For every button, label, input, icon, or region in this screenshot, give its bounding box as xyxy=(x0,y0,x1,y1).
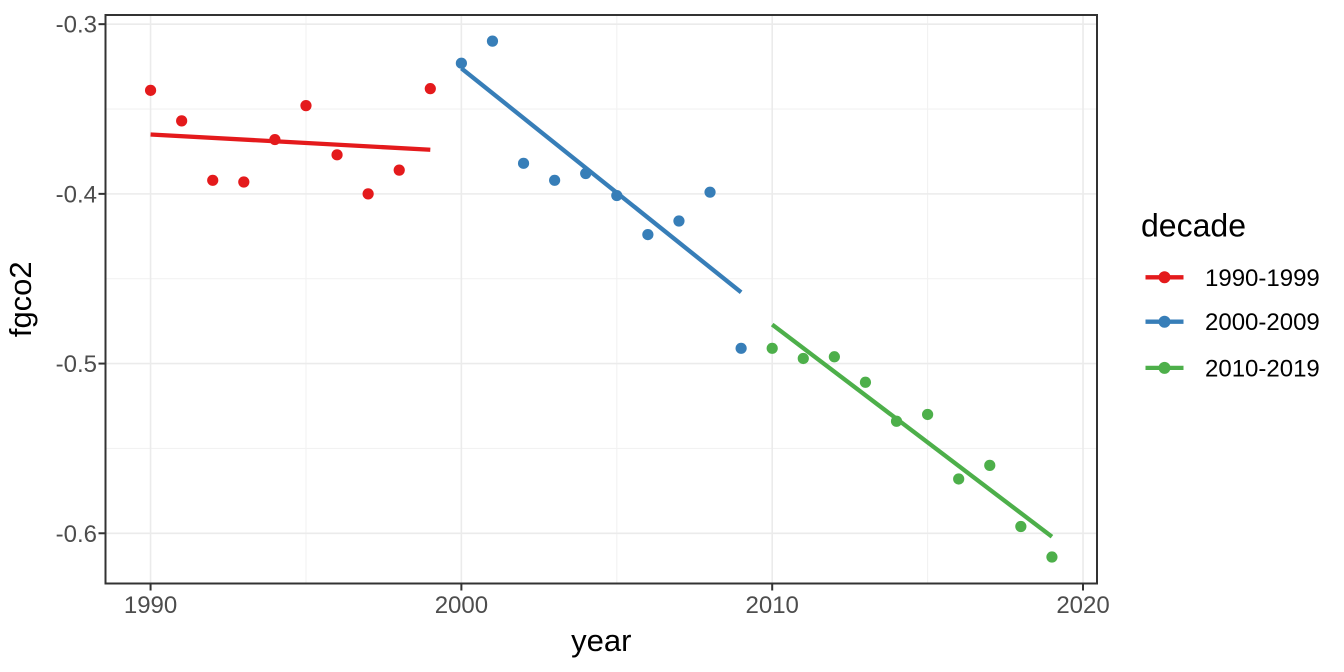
data-point xyxy=(300,100,312,112)
panel-background xyxy=(105,15,1097,584)
trend-line xyxy=(460,66,743,294)
data-point xyxy=(207,174,219,186)
data-point xyxy=(549,174,561,186)
data-point xyxy=(797,352,809,365)
data-point xyxy=(424,83,436,95)
y-tick-label: -0.4 xyxy=(56,181,97,208)
legend-item: 1990-1999 xyxy=(1145,265,1320,292)
data-point xyxy=(953,473,965,485)
y-tick-label: -0.3 xyxy=(56,12,97,39)
legend-key-point xyxy=(1158,271,1171,284)
data-point xyxy=(238,176,250,188)
legend-item-label: 2010-2019 xyxy=(1205,355,1320,382)
data-point xyxy=(1046,551,1058,563)
legend-item: 2010-2019 xyxy=(1145,355,1320,382)
panel-border xyxy=(104,14,1098,585)
data-point xyxy=(828,351,840,363)
legend-item-label: 1990-1999 xyxy=(1205,265,1320,292)
data-point xyxy=(362,188,374,200)
series-2010-2019 xyxy=(766,322,1058,563)
x-tick-label: 2020 xyxy=(1056,592,1109,619)
data-point xyxy=(642,228,654,241)
data-point xyxy=(704,186,716,198)
trend-line xyxy=(150,132,431,152)
x-tick-label: 2000 xyxy=(435,592,488,619)
y-tick-label: -0.6 xyxy=(56,521,97,548)
data-point xyxy=(766,342,778,354)
y-tick-label: -0.5 xyxy=(56,351,97,378)
data-point xyxy=(673,215,685,227)
series-1990-1999 xyxy=(144,83,436,200)
data-point xyxy=(922,408,934,421)
legend-key-point xyxy=(1158,361,1171,374)
data-point xyxy=(393,164,405,176)
data-point xyxy=(1015,520,1027,533)
legend: decade 1990-1999 2000-2009 2010-2019 xyxy=(1141,208,1320,383)
data-point xyxy=(859,376,872,388)
legend-item-label: 2000-2009 xyxy=(1205,309,1320,336)
x-tick-label: 2010 xyxy=(746,592,799,619)
data-point xyxy=(517,157,530,169)
data-point xyxy=(735,342,747,354)
data-point xyxy=(176,115,188,127)
data-point xyxy=(486,35,499,47)
data-point xyxy=(144,84,157,96)
x-tick-label: 1990 xyxy=(124,592,177,619)
y-axis-title: fgco2 xyxy=(3,261,38,337)
data-point xyxy=(331,149,343,161)
x-axis-title: year xyxy=(571,623,631,658)
data-point xyxy=(984,459,996,471)
legend-key-point xyxy=(1158,315,1171,328)
series-2000-2009 xyxy=(455,35,747,354)
trend-line xyxy=(770,322,1054,539)
legend-item: 2000-2009 xyxy=(1145,309,1320,336)
data-point xyxy=(455,57,467,69)
legend-title: decade xyxy=(1141,208,1246,244)
